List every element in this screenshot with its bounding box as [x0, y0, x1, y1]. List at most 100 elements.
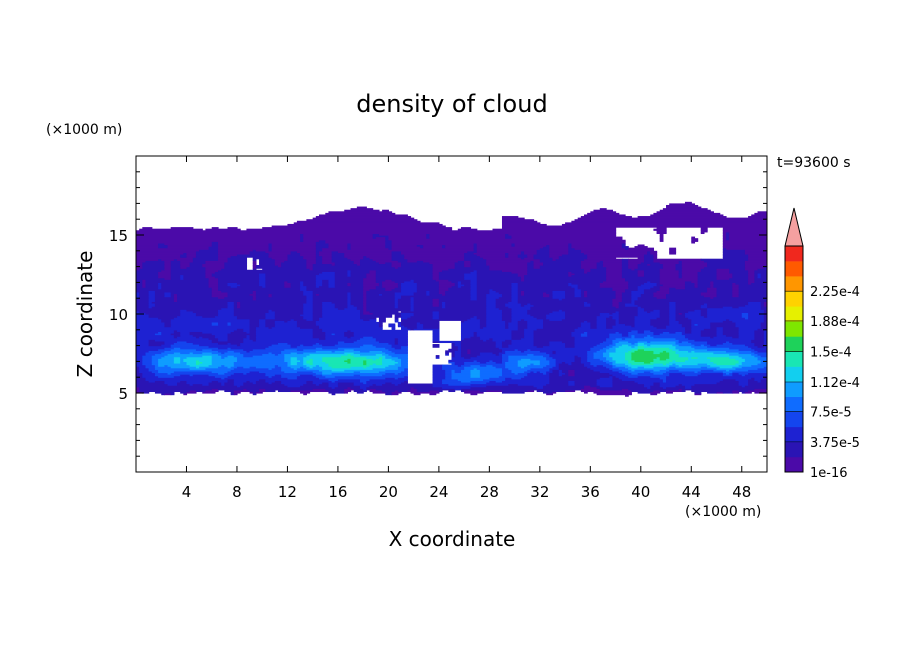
density-cell	[331, 253, 345, 257]
density-cell	[360, 374, 383, 377]
density-cell	[631, 298, 639, 301]
density-cell	[498, 291, 513, 295]
density-cell	[621, 298, 632, 301]
density-cell	[533, 263, 544, 266]
density-cell	[218, 257, 229, 260]
density-cell	[602, 351, 610, 355]
density-cell	[397, 260, 408, 263]
density-cell	[249, 320, 260, 323]
density-cell	[643, 342, 677, 345]
density-cell	[170, 269, 207, 272]
density-cell	[543, 321, 582, 325]
density-cell	[470, 351, 481, 355]
density-cell	[189, 265, 203, 268]
density-cell	[707, 312, 743, 315]
density-cell	[136, 339, 150, 342]
density-cell	[501, 219, 535, 222]
density-cell	[675, 340, 680, 344]
density-cell	[596, 321, 607, 325]
density-cell	[722, 257, 749, 260]
density-cell	[590, 211, 617, 214]
density-cell	[401, 381, 408, 385]
density-cell	[675, 306, 702, 309]
density-cell	[505, 378, 550, 381]
density-cell	[265, 314, 276, 317]
density-cell	[511, 320, 519, 323]
density-cell	[164, 380, 181, 383]
density-cell	[306, 219, 418, 222]
density-cell	[199, 362, 213, 366]
density-cell	[347, 301, 352, 304]
density-cell	[445, 244, 475, 247]
density-cell	[151, 362, 159, 366]
density-cell	[763, 318, 767, 321]
density-cell	[666, 350, 677, 353]
density-cell	[495, 304, 506, 307]
density-cell	[539, 258, 554, 261]
density-cell	[218, 283, 229, 287]
density-cell	[505, 377, 513, 380]
density-cell	[558, 372, 566, 375]
density-cell	[334, 272, 348, 276]
density-cell	[148, 315, 178, 318]
density-cell	[476, 250, 522, 253]
density-cell	[744, 304, 762, 307]
density-cell	[568, 272, 576, 276]
density-cell	[170, 344, 200, 347]
density-cell	[230, 366, 238, 369]
density-cell	[142, 391, 150, 394]
density-cell	[565, 345, 576, 348]
density-cell	[322, 258, 333, 261]
density-cell	[681, 312, 686, 315]
density-cell	[561, 318, 598, 321]
density-cell	[432, 263, 456, 266]
density-cell	[445, 246, 475, 249]
density-cell	[533, 370, 538, 374]
density-cell	[432, 329, 440, 332]
density-cell	[596, 325, 607, 328]
density-cell	[514, 348, 519, 351]
density-cell	[397, 339, 408, 342]
density-cell	[255, 334, 314, 337]
density-cell	[501, 295, 513, 298]
density-cell	[498, 347, 591, 350]
density-cell	[763, 331, 767, 334]
density-cell	[233, 389, 251, 393]
density-cell	[136, 362, 143, 366]
density-cell	[681, 274, 699, 277]
density-cell	[609, 353, 626, 356]
density-cell	[460, 355, 478, 358]
density-cell	[136, 364, 147, 367]
density-cell	[230, 323, 251, 326]
density-cell	[331, 257, 348, 260]
density-cell	[744, 268, 759, 271]
density-cell	[255, 298, 307, 301]
density-cell	[195, 253, 219, 257]
density-cell	[621, 372, 632, 375]
density-cell	[401, 362, 408, 366]
density-cell	[631, 351, 655, 355]
density-cell	[328, 378, 339, 381]
density-cell	[360, 310, 364, 314]
density-cell	[707, 304, 746, 307]
density-cell	[533, 340, 550, 344]
density-cell	[524, 375, 550, 378]
density-cell	[350, 208, 374, 211]
density-cell	[725, 369, 730, 372]
density-cell	[470, 287, 478, 290]
density-cell	[218, 282, 229, 285]
density-cell	[416, 323, 424, 326]
density-cell	[751, 339, 765, 342]
density-cell	[501, 310, 513, 314]
density-cell	[662, 208, 708, 211]
density-cell	[192, 257, 219, 260]
density-cell	[158, 258, 162, 261]
density-cell	[360, 345, 377, 348]
density-cell	[218, 342, 229, 345]
density-cell	[511, 337, 522, 340]
density-cell	[710, 296, 714, 299]
density-cell	[634, 302, 670, 306]
density-cell	[255, 295, 270, 298]
density-cell	[508, 345, 538, 348]
density-cell	[246, 334, 251, 337]
